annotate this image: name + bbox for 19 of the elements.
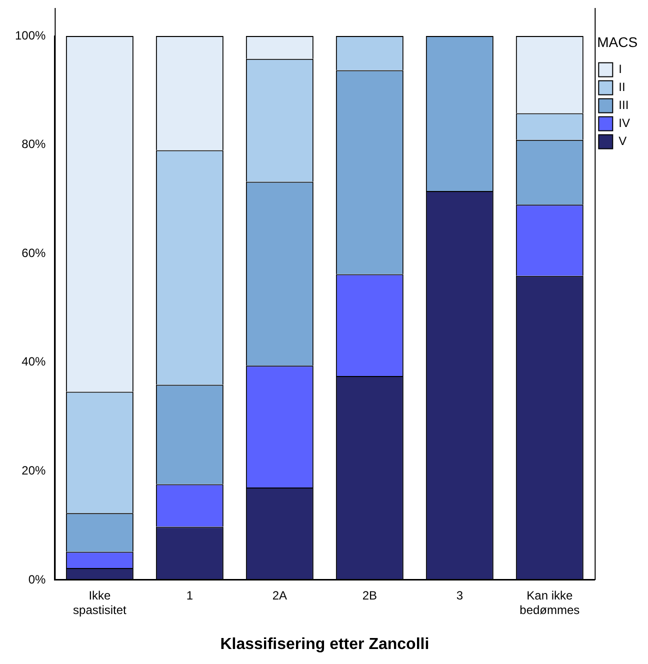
legend-label: IV — [618, 116, 630, 130]
legend-label: I — [618, 62, 622, 76]
y-tick-label: 100% — [14, 28, 46, 42]
x-tick-label: 1 — [186, 588, 194, 603]
legend-label: II — [618, 80, 626, 94]
legend-label: V — [618, 134, 627, 148]
y-tick-label: 40% — [22, 354, 46, 369]
legend-label: III — [618, 98, 629, 112]
y-tick-label: 60% — [22, 246, 46, 260]
y-tick-label: 20% — [22, 464, 46, 478]
y-tick-label: 0% — [28, 572, 46, 586]
legend-title: MACS — [597, 34, 638, 50]
x-axis-title: Klassifisering etter Zancolli — [220, 636, 430, 653]
x-tick-label: 2A — [272, 588, 288, 603]
x-tick-label: 2B — [362, 588, 378, 603]
x-tick-label: Ikke spastisitet — [73, 588, 128, 617]
y-tick-label: 80% — [22, 137, 46, 152]
x-tick-label: Kan ikke bedømmes — [520, 588, 580, 617]
x-tick-label: 3 — [456, 588, 464, 603]
